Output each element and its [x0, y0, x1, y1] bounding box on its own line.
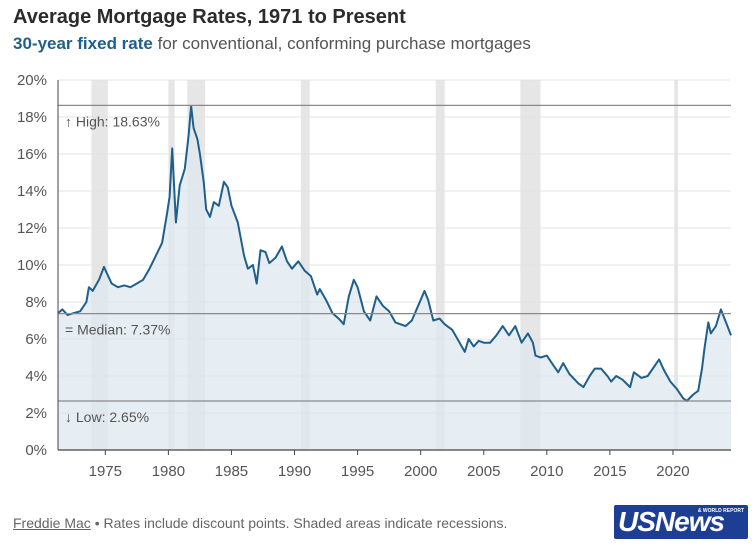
y-tick-label: 0% [25, 442, 47, 459]
rate-line [57, 104, 732, 402]
y-tick-label: 16% [17, 146, 47, 163]
y-tick-label: 8% [25, 294, 47, 311]
y-tick-label: 10% [17, 257, 47, 274]
x-tick-label: 2005 [467, 463, 500, 480]
y-tick-label: 14% [17, 183, 47, 200]
reference-label: ↑ High: 18.63% [65, 113, 160, 129]
y-tick-label: 18% [17, 109, 47, 126]
subtitle-accent: 30-year fixed rate [13, 34, 153, 53]
chart-footer: Freddie Mac • Rates include discount poi… [13, 515, 507, 531]
reference-label: = Median: 7.37% [65, 322, 170, 338]
y-tick-label: 12% [17, 220, 47, 237]
rate-area [58, 105, 731, 451]
chart-subtitle: 30-year fixed rate for conventional, con… [13, 34, 531, 54]
y-tick-label: 6% [25, 331, 47, 348]
y-tick-label: 20% [17, 72, 47, 89]
x-tick-label: 2020 [656, 463, 689, 480]
subtitle-rest: for conventional, conforming purchase mo… [152, 34, 531, 53]
x-tick-label: 1995 [341, 463, 374, 480]
y-tick-label: 2% [25, 405, 47, 422]
footer-note: • Rates include discount points. Shaded … [90, 515, 508, 531]
x-tick-label: 2010 [530, 463, 563, 480]
chart-title: Average Mortgage Rates, 1971 to Present [13, 6, 406, 28]
usnews-logo: USNews & WORLD REPORT [614, 505, 748, 539]
x-tick-label: 2015 [593, 463, 626, 480]
x-tick-label: 1985 [215, 463, 248, 480]
logo-wordmark: USNews [618, 506, 725, 537]
source-link[interactable]: Freddie Mac [13, 515, 91, 531]
logo-subtext: & WORLD REPORT [697, 508, 744, 514]
x-tick-label: 1990 [278, 463, 311, 480]
mortgage-rate-chart: 0% 2% 4% 6% 8% 10% 12% 14% 16% 18% 20% ↑ High: 18.6… [17, 72, 732, 480]
x-tick-label: 1975 [89, 463, 122, 480]
x-tick-label: 1980 [152, 463, 185, 480]
y-tick-label: 4% [25, 368, 47, 385]
reference-label: ↓ Low: 2.65% [65, 409, 149, 425]
x-tick-label: 2000 [404, 463, 437, 480]
